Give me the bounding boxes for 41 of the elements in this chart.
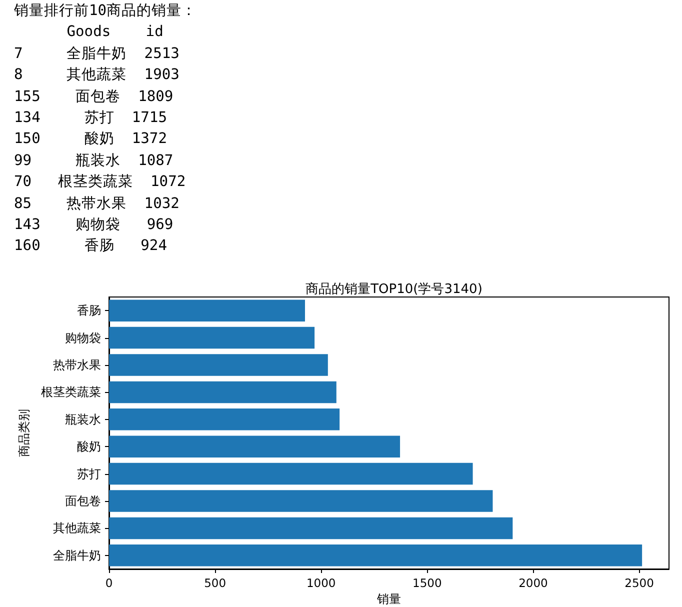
text: Goods id: [66, 22, 164, 42]
x-tick-label: 500: [204, 576, 226, 590]
y-tick-label: 其他蔬菜: [53, 521, 101, 536]
y-tick-label: 苏打: [77, 466, 101, 481]
y-axis-title: 商品类别: [17, 409, 32, 457]
bar: [109, 326, 315, 349]
text: 143 购物袋 969: [14, 214, 174, 235]
y-tick-label: 购物袋: [65, 330, 101, 345]
y-tick-label: 酸奶: [77, 440, 101, 454]
x-axis-title: 销量: [376, 592, 401, 606]
bar: [109, 462, 473, 485]
bar: [109, 300, 305, 322]
text: 155 面包卷 1809: [14, 86, 174, 107]
text: 销量排行前10商品的销量：: [14, 1, 197, 21]
text: 160 香肠 924: [14, 236, 168, 256]
y-tick-label: 面包卷: [65, 494, 101, 508]
y-tick-label: 根茎类蔬菜: [41, 385, 101, 400]
x-tick-label: 2000: [518, 576, 548, 590]
x-tick-label: 1500: [412, 576, 442, 590]
bar: [109, 490, 493, 512]
x-tick-label: 0: [105, 576, 113, 590]
y-tick-label: 瓶装水: [65, 412, 101, 426]
bar: [109, 544, 642, 566]
x-tick-label: 2500: [624, 576, 654, 590]
bar: [109, 381, 336, 404]
text: 134 苏打 1715: [14, 108, 168, 128]
y-tick-label: 热带水果: [53, 358, 101, 372]
x-tick-label: 1000: [306, 576, 336, 590]
text: 85 热带水果 1032: [14, 194, 180, 214]
text: 8 其他蔬菜 1903: [14, 65, 180, 86]
chart-title: 商品的销量TOP10(学号3140): [306, 282, 482, 297]
text: 99 瓶装水 1087: [14, 150, 174, 171]
bar: [109, 436, 400, 458]
text: 70 根茎类蔬菜 1072: [14, 172, 187, 192]
text: 150 酸奶 1372: [14, 129, 168, 150]
bar: [109, 354, 328, 376]
bar: [109, 408, 340, 430]
y-tick-label: 全脂牛奶: [53, 548, 101, 562]
y-tick-label: 香肠: [77, 304, 101, 318]
text: 7 全脂牛奶 2513: [14, 44, 180, 64]
bar: [109, 517, 513, 540]
